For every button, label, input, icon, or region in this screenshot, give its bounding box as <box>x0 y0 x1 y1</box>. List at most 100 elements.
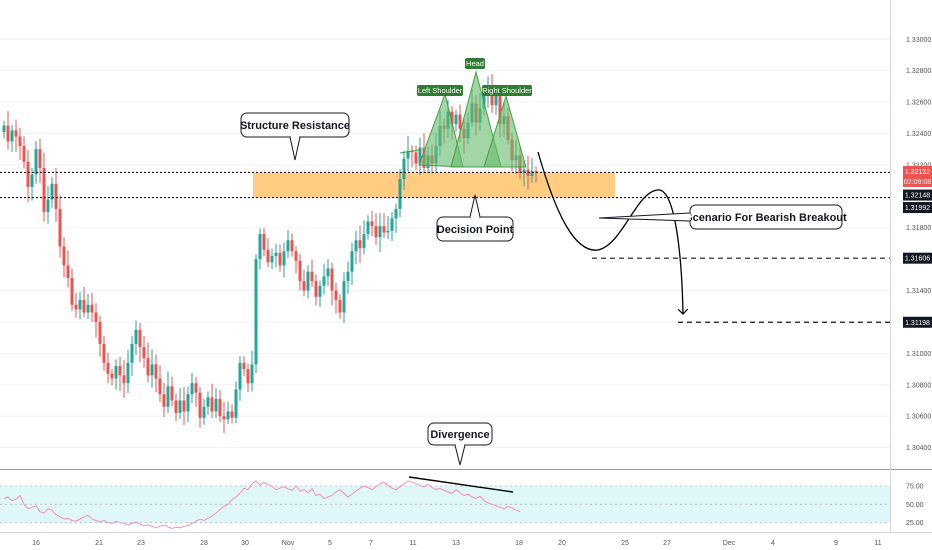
candle-body <box>398 179 402 209</box>
price-tick-label: 1.32800 <box>906 68 931 75</box>
rsi-levels <box>0 485 890 524</box>
candle-body <box>290 240 294 252</box>
head-triangle[interactable] <box>450 70 502 168</box>
price-tick-label: 1.30400 <box>906 445 931 452</box>
candle-body <box>138 329 142 348</box>
candle-body <box>70 277 74 305</box>
time-tick-label: 27 <box>663 540 671 547</box>
candle-body <box>266 249 270 263</box>
callout-pointer <box>289 136 301 161</box>
right-shoulder-triangle[interactable] <box>483 94 527 168</box>
price-tick-label: 1.32600 <box>906 100 931 107</box>
candle-body <box>406 150 410 159</box>
candle-body <box>378 226 382 238</box>
divergence-trendline[interactable] <box>408 476 514 493</box>
price-axis[interactable]: 1.33000 1.32800 1.32600 1.32400 1.32200 1.318… <box>906 37 931 452</box>
time-tick-label: 21 <box>95 540 103 547</box>
candle-body <box>154 364 158 379</box>
price-tag <box>903 202 932 214</box>
candle-body <box>362 234 366 249</box>
callout-pointer <box>469 194 481 218</box>
rsi-axis: 75.00 50.00 25.00 <box>906 484 924 528</box>
resistance-zone[interactable] <box>253 172 615 198</box>
candle-body <box>170 386 174 401</box>
candle-body <box>30 174 34 187</box>
time-tick-label: 4 <box>771 540 775 547</box>
candle-body <box>350 251 354 272</box>
candle-body <box>286 240 290 252</box>
candle-body <box>254 259 258 365</box>
candle-body <box>114 365 118 379</box>
candle-body <box>302 281 306 291</box>
candle-body <box>162 394 166 407</box>
structure-resistance-callout[interactable]: Structure Resistance <box>240 112 350 161</box>
candle-body <box>370 221 374 227</box>
candle-body <box>282 251 286 266</box>
candle-body <box>414 152 418 164</box>
time-tick-label: 28 <box>200 540 208 547</box>
candle-body <box>234 389 238 418</box>
candle-body <box>90 304 94 313</box>
candle-body <box>134 329 138 344</box>
time-tick-label: Dec <box>723 540 736 547</box>
candle-body <box>142 347 146 359</box>
candle-body <box>150 364 154 376</box>
scenario-path[interactable] <box>537 151 683 314</box>
scenario-callout[interactable]: Scenario For Bearish Breakout <box>598 204 847 230</box>
left-shoulder-triangle[interactable] <box>418 92 464 168</box>
rsi-line[interactable] <box>3 480 521 530</box>
rsi-tick-label: 25.00 <box>906 520 924 527</box>
candle-body <box>338 299 342 313</box>
candle-body <box>106 362 110 374</box>
price-tag <box>903 175 932 187</box>
price-tick-label: 1.31400 <box>906 288 931 295</box>
price-tag-label: 1.32148 <box>905 193 930 200</box>
candle-body <box>58 208 62 247</box>
candle-body <box>250 364 254 384</box>
right-shoulder-label: Right Shoulder <box>482 86 532 95</box>
divergence-callout[interactable]: Divergence <box>427 422 493 466</box>
time-tick-label: 20 <box>558 540 566 547</box>
candle-body <box>178 400 182 414</box>
decision-point-callout[interactable]: Decision Point <box>436 194 514 242</box>
candle-body <box>242 362 246 370</box>
candle-body <box>82 299 86 313</box>
candle-body <box>74 304 78 310</box>
right-shoulder-tag: Right Shoulder <box>482 85 532 96</box>
structure-resistance-label: Structure Resistance <box>240 120 350 132</box>
candle-body <box>198 392 202 418</box>
head-and-shoulders-pattern[interactable] <box>399 70 527 168</box>
candle-body <box>294 251 298 261</box>
candle-body <box>146 358 150 376</box>
candle-body <box>2 125 6 132</box>
price-levels[interactable] <box>0 171 890 323</box>
candle-body <box>66 265 70 278</box>
time-tick-label: 30 <box>241 540 249 547</box>
candle-body <box>334 290 338 300</box>
callout-pointer <box>598 212 691 222</box>
candle-body <box>10 130 14 142</box>
price-tick-label: 1.32400 <box>906 131 931 138</box>
candle-body <box>494 94 498 106</box>
candle-body <box>390 218 394 231</box>
candle-body <box>122 375 126 384</box>
time-tick-label: 7 <box>369 540 373 547</box>
candle-body <box>46 199 50 213</box>
time-tick-label: 13 <box>452 540 460 547</box>
candle-body <box>218 398 222 417</box>
price-tick-label: 1.33000 <box>906 37 931 44</box>
price-tick-label: 1.31800 <box>906 225 931 232</box>
time-axis[interactable]: 16 21 23 28 30 Nov 5 7 11 13 18 20 25 27 Dec 4 9 11 <box>32 540 882 547</box>
candle-body <box>126 362 130 384</box>
candle-body <box>278 252 282 266</box>
candle-body <box>22 146 26 162</box>
candle-body <box>382 226 386 233</box>
candle-body <box>402 158 406 180</box>
candle-body <box>530 171 534 176</box>
candle-body <box>374 226 378 238</box>
candle-body <box>330 268 334 291</box>
candle-body <box>258 234 262 260</box>
time-tick-label: 23 <box>137 540 145 547</box>
candle-body <box>210 397 214 412</box>
